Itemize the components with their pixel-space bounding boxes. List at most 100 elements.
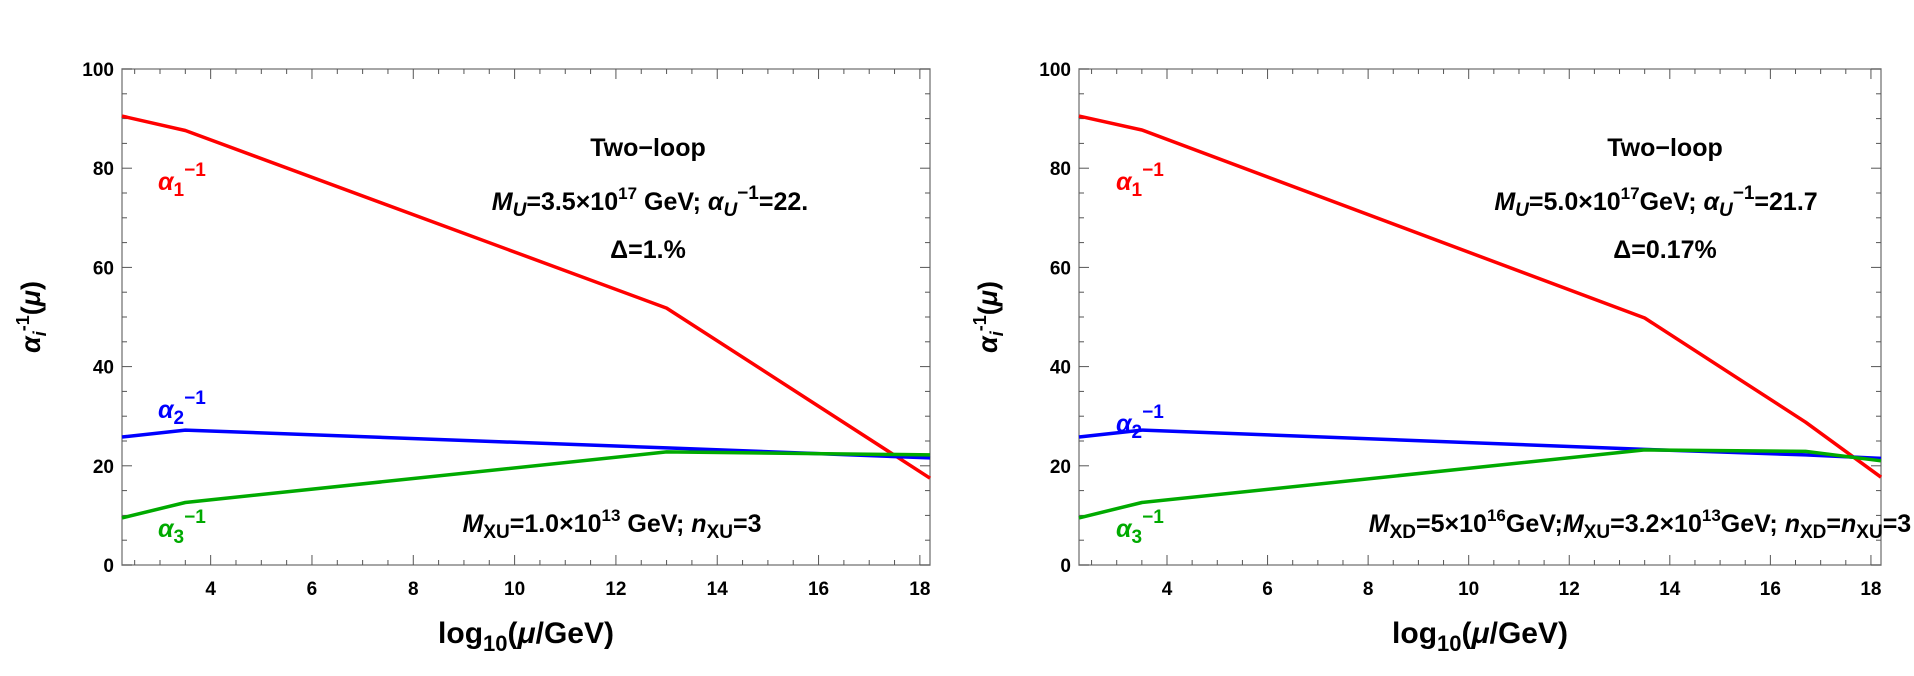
annotation-mass-exp: 17 xyxy=(1621,184,1640,203)
annotation-part: n xyxy=(1785,510,1800,538)
y-tick-label: 80 xyxy=(1050,159,1071,180)
annotation-alpha-sub: U xyxy=(1719,200,1734,221)
y-tick-label: 60 xyxy=(1050,258,1071,279)
y-axis-title-alpha: α xyxy=(16,335,46,353)
annotation-part: XD xyxy=(1800,522,1826,543)
annotation-unification: MU=5.0×1017GeV; αU−1=21.7 xyxy=(1494,183,1817,221)
series-label-sub: 3 xyxy=(174,527,185,548)
series-label-alpha: α xyxy=(158,515,175,543)
series-label-alpha1: α1−1 xyxy=(158,160,206,201)
chart-panel-left: 4 6 8 10 12 14 16 18020406080100α1−1α2−1α3−1Two… xyxy=(13,60,931,656)
series-label-alpha2: α2−1 xyxy=(158,388,206,429)
series-label-sub: 1 xyxy=(1132,180,1143,201)
annotation-mass-value: =5.0×10 xyxy=(1529,188,1621,216)
y-tick-label: 40 xyxy=(1050,358,1071,379)
annotation-mass-sub: U xyxy=(513,200,528,221)
series-label-alpha: α xyxy=(158,168,175,196)
x-axis-title-sub: 10 xyxy=(1437,631,1461,656)
x-axis-title-mu: μ xyxy=(1471,617,1490,650)
annotation-part: XU xyxy=(1584,522,1610,543)
annotation-part: = xyxy=(1826,510,1841,538)
x-axis-title-log: log xyxy=(1392,617,1437,650)
y-tick-label: 40 xyxy=(93,358,114,379)
annotation-gev: GeV; xyxy=(1640,188,1704,216)
y-axis-title-sub: i xyxy=(30,330,50,336)
annotation-part: M xyxy=(1563,510,1585,538)
y-axis-title-mu: μ xyxy=(16,290,46,307)
annotation-part: XD xyxy=(1390,522,1416,543)
annotation-part: 13 xyxy=(1702,506,1721,525)
x-tick-label: 6 xyxy=(1262,579,1273,600)
series-label-alpha: α xyxy=(158,396,175,424)
annotation-part: =1.0×10 xyxy=(510,510,602,538)
series-label-sup: −1 xyxy=(1142,160,1164,181)
annotation-mass-symbol: M xyxy=(492,188,514,216)
series-label-alpha3: α3−1 xyxy=(1116,507,1164,548)
series-line-alpha2 xyxy=(1078,428,1882,461)
annotation-title: Two−loop xyxy=(1607,134,1723,162)
x-tick-label: 10 xyxy=(1458,579,1479,600)
x-tick-label: 12 xyxy=(1559,579,1580,600)
x-tick-label: 12 xyxy=(605,579,626,600)
x-axis-title: log10(μ/GeV) xyxy=(1392,617,1568,656)
y-axis-title-open: ( xyxy=(973,306,1003,315)
annotation-part: XU xyxy=(1856,522,1882,543)
x-tick-label: 10 xyxy=(504,579,525,600)
annotation-part: M xyxy=(1369,510,1391,538)
x-axis-title-open: ( xyxy=(1462,617,1472,650)
y-axis-title-sup: -1 xyxy=(13,315,33,331)
series-label-alpha1: α1−1 xyxy=(1116,160,1164,201)
series-label-sub: 1 xyxy=(174,180,185,201)
x-tick-label: 8 xyxy=(1363,579,1374,600)
series-label-sup: −1 xyxy=(184,160,206,181)
series-label-sup: −1 xyxy=(184,388,206,409)
x-axis-title-mu: μ xyxy=(517,617,536,650)
y-tick-label: 100 xyxy=(1039,60,1071,81)
annotation-part: M xyxy=(463,510,485,538)
annotation-delta: Δ=1.% xyxy=(610,236,686,264)
annotation-mass-exp: 17 xyxy=(618,184,637,203)
y-axis-title-alpha: α xyxy=(973,335,1003,353)
y-axis-title-close: ) xyxy=(973,281,1003,290)
annotation-unification: MU=3.5×1017 GeV; αU−1=22. xyxy=(492,183,808,221)
annotation-part: GeV; xyxy=(620,510,691,538)
annotation-part: XU xyxy=(483,522,509,543)
x-tick-label: 4 xyxy=(1162,579,1173,600)
annotation-threshold-masses: MXD=5×1016GeV;MXU=3.2×1013GeV; nXD=nXU=3 xyxy=(1369,506,1911,543)
annotation-part: XU xyxy=(707,522,733,543)
x-axis-title-close: /GeV) xyxy=(536,617,614,650)
annotation-threshold-masses: MXU=1.0×1013 GeV; nXU=3 xyxy=(463,506,762,543)
y-axis-title-open: ( xyxy=(16,306,46,315)
x-tick-label: 14 xyxy=(1659,579,1681,600)
annotation-mass-value: =3.5×10 xyxy=(526,188,618,216)
annotation-delta: Δ=0.17% xyxy=(1613,236,1716,264)
series-label-sub: 2 xyxy=(1132,422,1143,443)
x-tick-label: 16 xyxy=(1760,579,1781,600)
series-label-sup: −1 xyxy=(1142,507,1164,528)
annotation-part: =3 xyxy=(733,510,762,538)
x-axis-title-log: log xyxy=(438,617,483,650)
series-label-sup: −1 xyxy=(184,507,206,528)
y-tick-label: 0 xyxy=(1060,556,1071,577)
y-axis-title-mu: μ xyxy=(973,290,1003,307)
y-tick-label: 20 xyxy=(1050,457,1071,478)
y-tick-label: 80 xyxy=(93,159,114,180)
x-axis-title-open: ( xyxy=(508,617,518,650)
y-tick-label: 0 xyxy=(103,556,114,577)
series-line-alpha1 xyxy=(1078,114,1883,479)
annotation-part: =3 xyxy=(1883,510,1912,538)
annotation-mass-symbol: M xyxy=(1494,188,1516,216)
y-axis-title-sub: i xyxy=(987,330,1007,336)
x-axis-title: log10(μ/GeV) xyxy=(438,617,614,656)
x-tick-label: 18 xyxy=(1860,579,1881,600)
plot-frame xyxy=(1078,68,1882,566)
series-line-alpha3 xyxy=(1078,448,1882,520)
plot-frame xyxy=(121,68,931,566)
chart-panel-right: 4 6 8 10 12 14 16 18020406080100α1−1α2−1α3−1Two… xyxy=(970,60,1911,656)
annotation-alpha-value: =22. xyxy=(759,188,808,216)
series-label-sup: −1 xyxy=(1142,402,1164,423)
y-tick-label: 60 xyxy=(93,258,114,279)
series-label-alpha: α xyxy=(1116,410,1133,438)
x-tick-label: 4 xyxy=(205,579,216,600)
